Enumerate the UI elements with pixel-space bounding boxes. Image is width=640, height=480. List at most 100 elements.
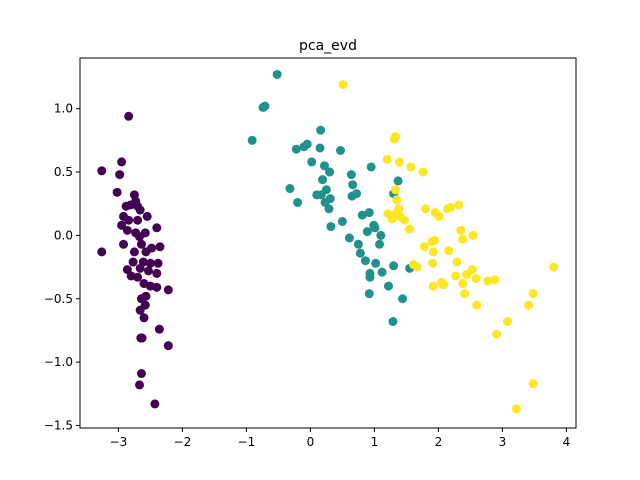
chart-title: pca_evd <box>299 38 357 54</box>
data-point <box>124 215 134 225</box>
data-point <box>471 273 481 283</box>
data-point <box>346 170 356 180</box>
data-point <box>135 263 145 273</box>
data-point <box>141 247 151 257</box>
data-point <box>325 167 335 177</box>
data-point <box>503 317 513 327</box>
data-point <box>364 208 374 218</box>
y-axis: −1.5 −1.0 −0.5 0.0 0.5 1.0 <box>44 102 80 432</box>
data-point <box>549 262 559 272</box>
data-point <box>394 157 404 167</box>
data-point <box>139 313 149 323</box>
y-tick-label: 0.5 <box>54 165 73 179</box>
data-point <box>337 216 347 226</box>
data-point <box>458 234 468 244</box>
data-point <box>154 324 164 334</box>
data-point <box>462 270 472 280</box>
data-point <box>117 220 127 230</box>
data-point <box>383 281 393 291</box>
data-point <box>460 289 470 299</box>
data-point <box>458 279 468 289</box>
x-tick-label: 4 <box>563 435 571 449</box>
data-point <box>376 230 386 240</box>
data-point <box>468 230 478 240</box>
data-point <box>456 225 466 235</box>
data-point <box>145 258 155 268</box>
data-point <box>454 200 464 210</box>
data-point <box>291 144 301 154</box>
data-point <box>451 271 461 281</box>
x-tick-label: 0 <box>307 435 315 449</box>
y-tick-label: −1.5 <box>44 418 73 432</box>
x-tick-label: −1 <box>238 435 256 449</box>
data-point <box>405 224 415 234</box>
data-point <box>430 235 440 245</box>
data-point <box>467 265 477 275</box>
data-point <box>124 111 134 121</box>
data-point <box>388 317 398 327</box>
data-point <box>360 256 370 266</box>
data-point <box>382 154 392 164</box>
data-point <box>150 399 160 409</box>
data-point <box>377 267 387 277</box>
data-point <box>142 211 152 221</box>
data-point <box>452 257 462 267</box>
data-point <box>163 341 173 351</box>
data-point <box>393 176 403 186</box>
data-point <box>117 157 127 167</box>
y-tick-label: −0.5 <box>44 292 73 306</box>
data-point <box>353 239 363 249</box>
data-point <box>434 211 444 221</box>
data-point <box>126 200 136 210</box>
data-point <box>312 190 322 200</box>
data-point <box>315 143 325 153</box>
data-point <box>357 210 367 220</box>
data-point <box>371 258 381 268</box>
data-point <box>483 276 493 286</box>
data-point <box>418 167 428 177</box>
data-point <box>247 135 257 145</box>
data-point <box>129 247 139 257</box>
x-axis: −3 −2 −1 0 1 2 3 4 <box>110 428 571 449</box>
data-point <box>97 247 107 257</box>
data-point <box>97 166 107 176</box>
data-point <box>428 247 438 257</box>
data-point <box>152 223 162 233</box>
data-point <box>355 248 365 258</box>
data-point <box>364 289 374 299</box>
data-point <box>389 261 399 271</box>
data-point <box>472 300 482 310</box>
data-point <box>293 197 303 207</box>
data-point <box>490 275 500 285</box>
data-point <box>366 162 376 172</box>
data-point <box>133 272 143 282</box>
data-point <box>152 282 162 292</box>
axes-frame <box>79 57 577 429</box>
data-point <box>135 205 145 215</box>
data-point <box>412 262 422 272</box>
y-tick-label: 1.0 <box>54 102 73 116</box>
data-point <box>419 242 429 252</box>
data-point <box>316 125 326 135</box>
x-tick-label: 1 <box>371 435 379 449</box>
data-point <box>394 204 404 214</box>
data-point <box>318 175 328 185</box>
data-point <box>128 257 138 267</box>
data-point <box>347 191 357 201</box>
y-tick-label: 0.0 <box>54 228 73 242</box>
y-tick-label: −1.0 <box>44 355 73 369</box>
data-point <box>133 215 143 225</box>
data-point <box>391 185 401 195</box>
data-point <box>155 242 165 252</box>
data-point <box>370 223 380 233</box>
data-point <box>344 233 354 243</box>
data-point <box>112 187 122 197</box>
data-point <box>135 232 145 242</box>
x-tick-label: 2 <box>435 435 443 449</box>
data-point <box>406 162 416 172</box>
data-point <box>143 266 153 276</box>
data-point <box>428 258 438 268</box>
data-point <box>446 203 456 213</box>
